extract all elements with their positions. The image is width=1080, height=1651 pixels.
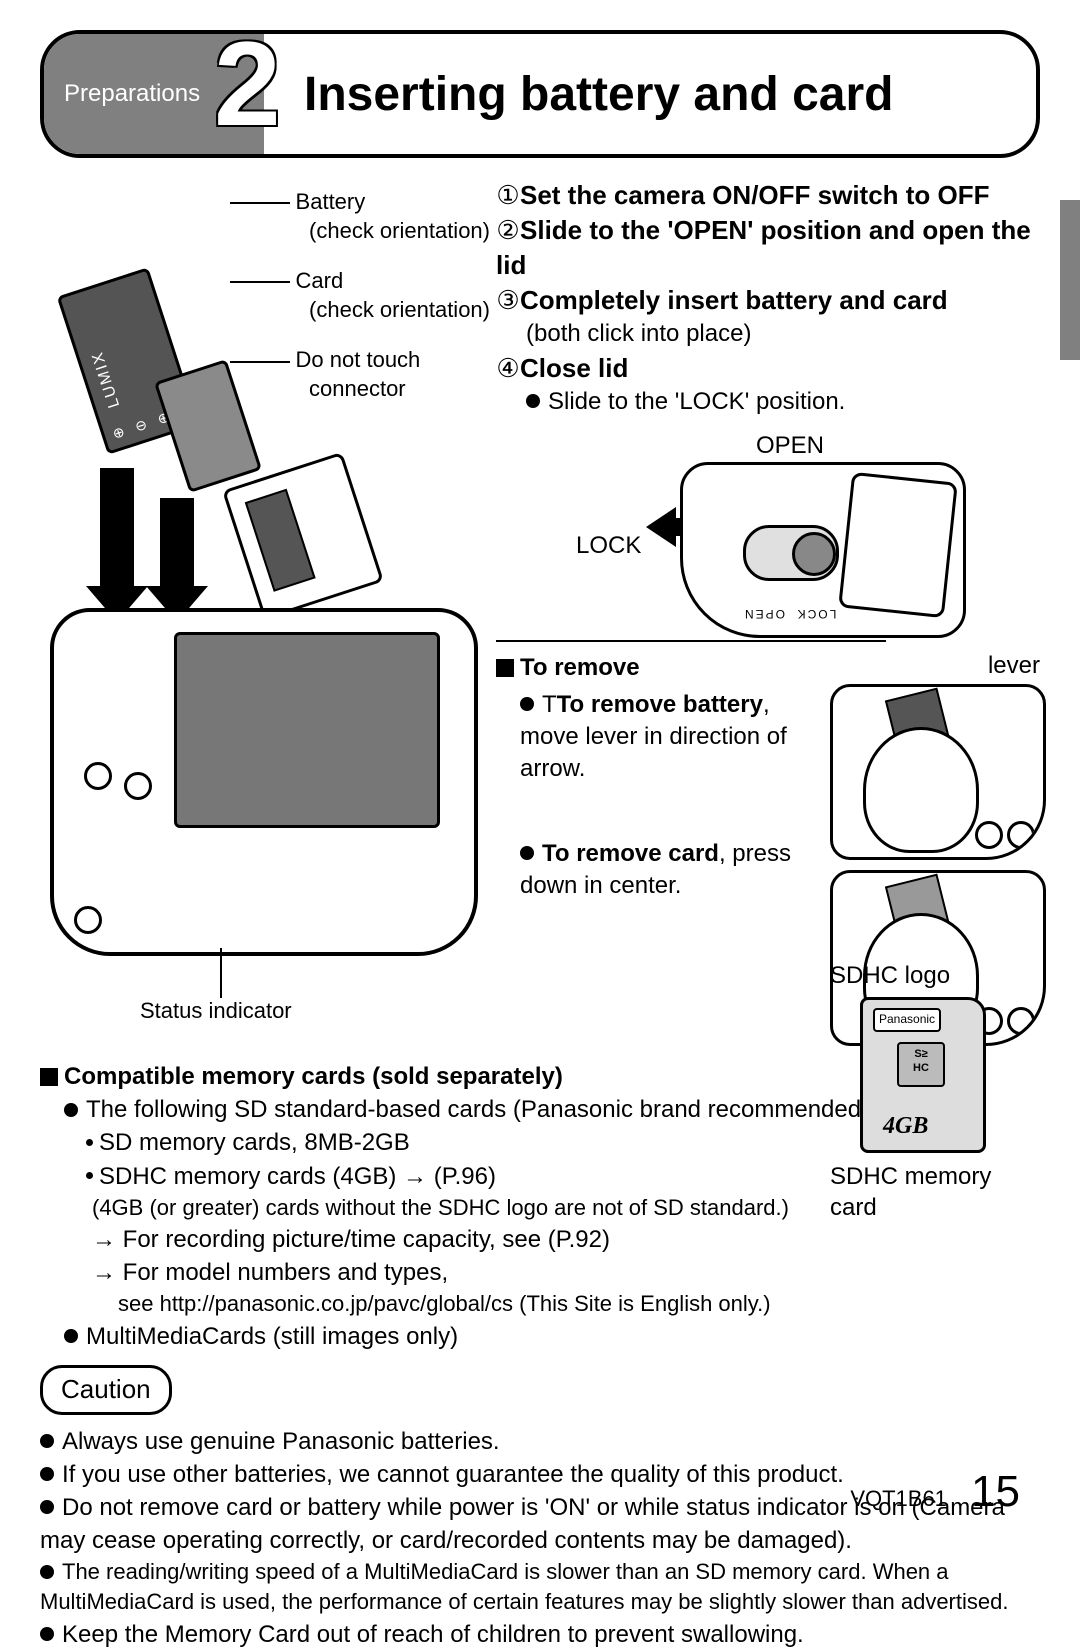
sdhc-info: SDHC logo Panasonic S≥HC 4GB SDHC memory… (830, 960, 1040, 1224)
camera-diagram: Battery (check orientation) Card (check … (40, 178, 490, 858)
sdhc-card-icon: Panasonic S≥HC 4GB (860, 997, 986, 1153)
remove-battery-diagram (830, 684, 1046, 860)
insert-arrow-icon (160, 498, 194, 588)
slot-icon (222, 452, 384, 620)
doc-code: VQT1B61 (850, 1486, 947, 1511)
card-label: Card (296, 268, 344, 293)
instruction-steps: ①Set the camera ON/OFF switch to OFF ②Sl… (496, 178, 1040, 418)
connector-label-2: connector (309, 376, 406, 401)
lever-label: lever (830, 652, 1040, 680)
battery-label: Battery (296, 189, 366, 214)
page-footer: VQT1B61 15 (850, 1467, 1020, 1517)
section-label: Preparations (64, 80, 200, 108)
section-header: Preparations 2 Inserting battery and car… (40, 30, 1040, 158)
caution-label: Caution (40, 1365, 172, 1415)
page-title: Inserting battery and card (304, 34, 893, 154)
connector-label-1: Do not touch (296, 347, 421, 372)
status-indicator-label: Status indicator (140, 998, 292, 1024)
lock-label: LOCK (576, 532, 641, 560)
section-tab (1060, 200, 1080, 360)
step-number: 2 (214, 30, 281, 144)
battery-sublabel: (check orientation) (309, 218, 490, 243)
remove-instructions: To remove TTo remove battery, move lever… (496, 652, 830, 1056)
camera-body-icon (50, 608, 478, 956)
lock-diagram: OPEN LOCK LOCK OPEN (496, 432, 966, 632)
page-number: 15 (971, 1467, 1020, 1516)
insert-arrow-icon (100, 468, 134, 588)
open-label: OPEN (756, 432, 824, 460)
card-sublabel: (check orientation) (309, 297, 490, 322)
